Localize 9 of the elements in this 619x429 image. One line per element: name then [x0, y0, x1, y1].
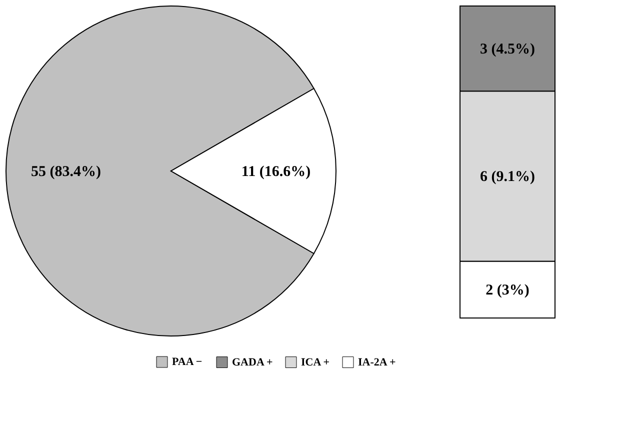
data-label: 2 (3%) [486, 282, 530, 299]
legend-label: PAA − [172, 356, 202, 368]
data-label: 55 (83.4%) [31, 164, 101, 180]
legend-label: ICA + [301, 356, 330, 368]
legend-label: GADA + [232, 356, 273, 368]
legend-label: IA-2A + [358, 356, 396, 368]
data-label: 11 (16.6%) [241, 164, 311, 180]
data-label: 3 (4.5%) [480, 42, 535, 58]
data-label: 6 (9.1%) [480, 169, 535, 186]
